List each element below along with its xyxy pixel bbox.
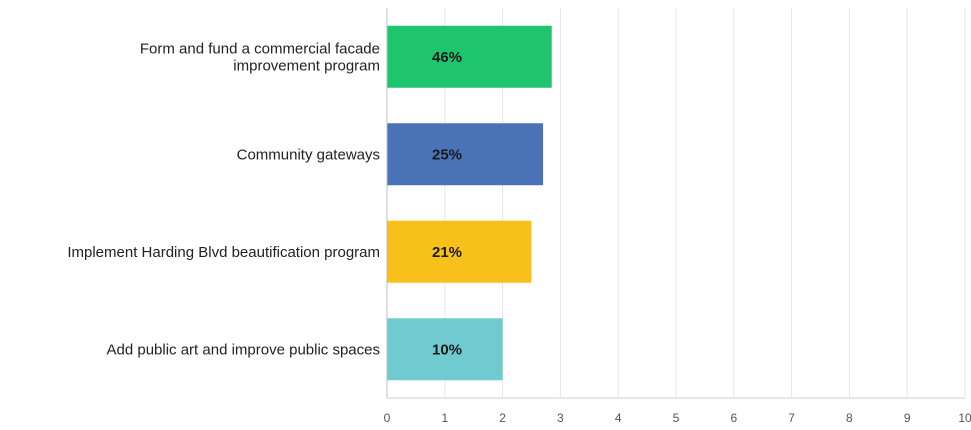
bar-data-label: 46% bbox=[432, 49, 462, 66]
x-tick-label: 1 bbox=[441, 411, 448, 425]
x-tick-label: 4 bbox=[615, 411, 622, 425]
category-label: Add public art and improve public spaces bbox=[107, 341, 381, 358]
category-label: improvement program bbox=[233, 57, 380, 74]
x-tick-label: 0 bbox=[384, 411, 391, 425]
bar bbox=[387, 25, 552, 88]
x-tick-label: 10 bbox=[958, 411, 971, 425]
category-labels: Form and fund a commercial facadeimprove… bbox=[67, 40, 380, 358]
x-tick-label: 3 bbox=[557, 411, 564, 425]
x-axis-tick-labels: 0 1 2 3 4 5 6 7 8 9 10 bbox=[384, 411, 971, 425]
bar-data-label: 25% bbox=[432, 146, 462, 163]
bar bbox=[387, 123, 544, 186]
x-tick-label: 8 bbox=[846, 411, 853, 425]
category-label: Community gateways bbox=[237, 146, 380, 163]
x-tick-label: 5 bbox=[673, 411, 680, 425]
x-tick-label: 7 bbox=[788, 411, 795, 425]
category-label: Form and fund a commercial facade bbox=[140, 40, 380, 57]
bar bbox=[387, 318, 503, 381]
bar-data-label: 21% bbox=[432, 244, 462, 261]
category-label: Implement Harding Blvd beautification pr… bbox=[67, 244, 380, 261]
x-tick-label: 6 bbox=[730, 411, 737, 425]
bar-data-label: 10% bbox=[432, 341, 462, 358]
x-tick-label: 2 bbox=[499, 411, 506, 425]
bars bbox=[387, 25, 552, 381]
bar bbox=[387, 220, 532, 283]
bar-data-labels: 46% 25% 21% 10% bbox=[432, 49, 462, 359]
x-tick-label: 9 bbox=[904, 411, 911, 425]
